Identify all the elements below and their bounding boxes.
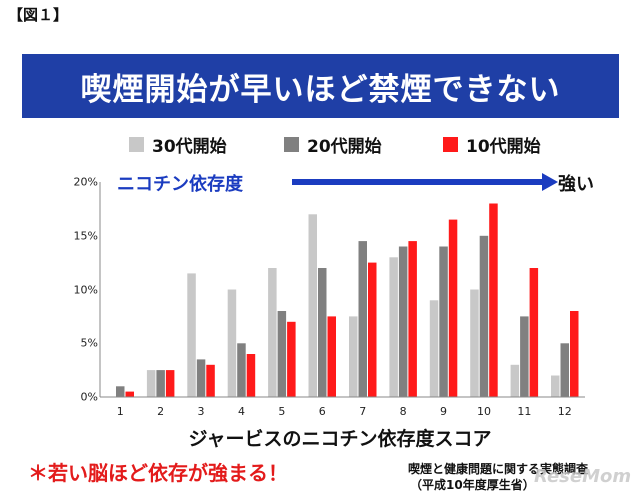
- bar-10s-score-8: [408, 241, 417, 397]
- legend-item-10s: 10代開始: [443, 132, 541, 157]
- x-tick-label: 11: [517, 405, 532, 418]
- y-tick-label: 0%: [80, 390, 98, 404]
- title-banner: 喫煙開始が早いほど禁煙できない: [22, 54, 619, 118]
- bar-30s-score-10: [470, 289, 479, 397]
- watermark-logo: ReseMom: [534, 466, 632, 487]
- bar-10s-score-6: [327, 316, 336, 397]
- bar-30s-score-6: [308, 214, 317, 398]
- bar-10s-score-4: [246, 354, 256, 397]
- arrow-label: ニコチン依存度: [117, 174, 243, 195]
- x-tick-label: 9: [440, 405, 448, 418]
- bar-20s-score-10: [479, 235, 489, 398]
- bar-10s-score-1: [125, 391, 134, 397]
- bar-10s-score-11: [529, 268, 539, 397]
- bar-10s-score-12: [570, 311, 579, 397]
- bar-30s-score-7: [349, 316, 358, 397]
- bar-20s-score-3: [196, 359, 206, 397]
- bar-10s-score-10: [489, 203, 498, 397]
- x-tick-label: 1: [116, 405, 124, 418]
- bar-20s-score-7: [358, 241, 367, 397]
- legend-label-20s: 20代開始: [307, 137, 382, 157]
- y-tick-label: 15%: [73, 229, 98, 243]
- bar-30s-score-11: [510, 364, 520, 398]
- bar-10s-score-2: [165, 370, 175, 397]
- legend-swatch-20s: [284, 137, 299, 152]
- y-tick-label: 5%: [80, 336, 98, 350]
- x-tick-label: 7: [359, 405, 367, 418]
- source-line-1: 喫煙と健康問題に関する実態調査: [408, 462, 589, 476]
- bar-30s-score-12: [551, 375, 560, 397]
- dependence-arrow-head: [542, 173, 558, 191]
- bar-20s-score-8: [398, 246, 408, 397]
- bar-20s-score-12: [560, 343, 569, 398]
- x-tick-label: 4: [237, 405, 245, 418]
- bar-30s-score-5: [268, 268, 277, 397]
- legend-label-10s: 10代開始: [466, 137, 541, 157]
- x-tick-label: 6: [318, 405, 326, 418]
- y-tick-label: 20%: [73, 175, 98, 189]
- legend-item-30s: 30代開始: [129, 132, 227, 157]
- bar-20s-score-4: [237, 343, 246, 398]
- bar-20s-score-6: [318, 268, 327, 397]
- x-axis-title: ジャービスのニコチン依存度スコア: [188, 428, 492, 450]
- bar-30s-score-2: [146, 370, 156, 397]
- x-tick-label: 12: [557, 405, 572, 418]
- bar-10s-score-9: [448, 219, 458, 397]
- bar-20s-score-9: [439, 246, 448, 397]
- legend-swatch-10s: [443, 137, 458, 152]
- x-tick-label: 2: [157, 405, 165, 418]
- legend-swatch-30s: [129, 137, 144, 152]
- bar-30s-score-4: [227, 289, 237, 397]
- figure-label: 【図１】: [8, 6, 69, 24]
- bar-10s-score-7: [368, 262, 377, 397]
- bar-30s-score-8: [389, 257, 398, 398]
- arrow-end-label: 強い: [558, 174, 594, 195]
- x-tick-label: 5: [278, 405, 286, 418]
- x-tick-label: 8: [399, 405, 407, 418]
- y-tick-label: 10%: [73, 283, 98, 296]
- chart-legend: 30代開始 20代開始 10代開始: [0, 132, 640, 162]
- bar-20s-score-5: [277, 311, 287, 397]
- bar-30s-score-9: [429, 300, 439, 398]
- bar-10s-score-3: [206, 364, 215, 398]
- legend-label-30s: 30代開始: [152, 137, 227, 157]
- x-tick-label: 3: [197, 405, 205, 418]
- bar-10s-score-5: [287, 321, 296, 398]
- bar-20s-score-1: [116, 386, 125, 398]
- bar-20s-score-11: [520, 316, 529, 397]
- bar-30s-score-3: [187, 273, 196, 397]
- conclusion-note: ＊若い脳ほど依存が強まる！: [28, 461, 288, 485]
- bar-20s-score-2: [156, 370, 165, 397]
- x-tick-label: 10: [476, 405, 491, 418]
- legend-item-20s: 20代開始: [284, 132, 382, 157]
- source-line-2: （平成10年度厚生省）: [410, 478, 535, 492]
- bar-group: [116, 203, 579, 398]
- chart-title: 喫煙開始が早いほど禁煙できない: [80, 71, 561, 108]
